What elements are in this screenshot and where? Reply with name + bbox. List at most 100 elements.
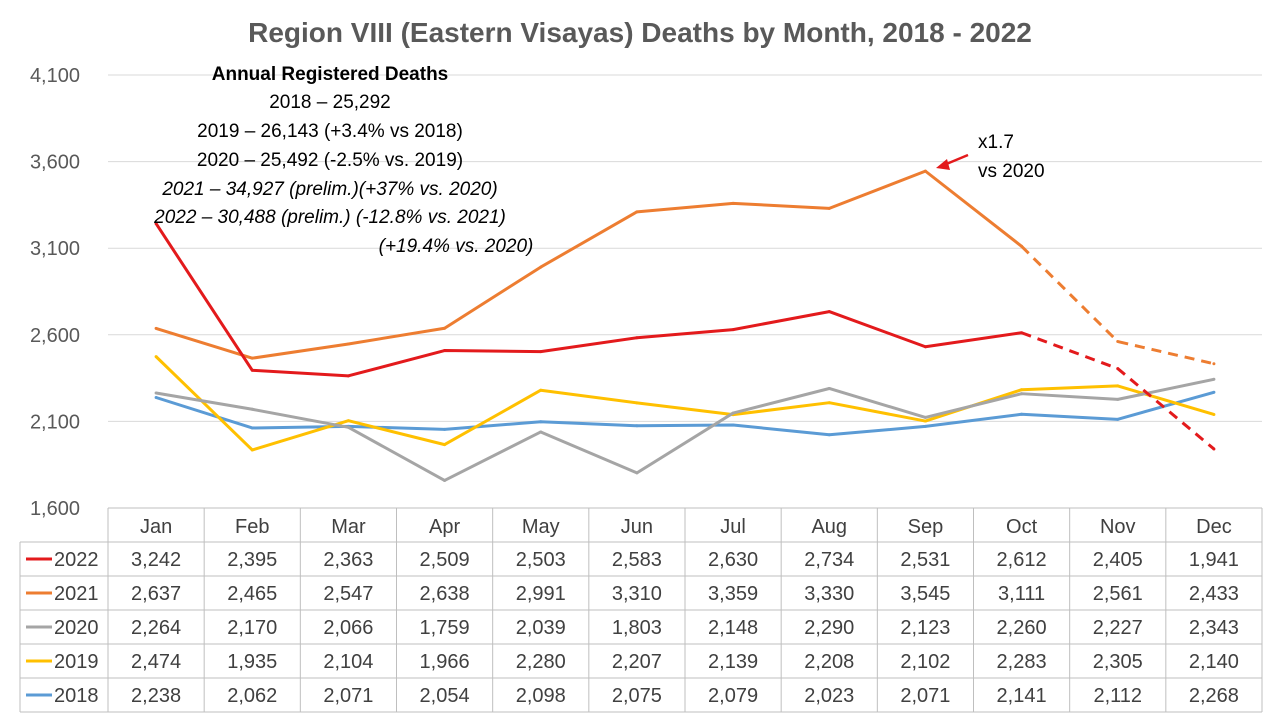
data-label: 3,545: [900, 583, 950, 605]
data-point-2018: [154, 395, 158, 399]
callout-line1: x1.7: [978, 132, 1014, 153]
data-label: 2,465: [227, 583, 277, 605]
data-label: 2,395: [227, 549, 277, 571]
data-point-2019: [635, 401, 639, 405]
data-label: 2,991: [516, 583, 566, 605]
data-label: 2,066: [323, 617, 373, 639]
data-label: 2,612: [997, 549, 1047, 571]
data-point-2022: [539, 350, 543, 354]
annual-summary-annotation: Annual Registered Deaths 2018 – 25,292 2…: [153, 64, 533, 257]
data-label: 2,023: [804, 685, 854, 707]
data-point-2021: [250, 356, 254, 360]
legend-label-2020: 2020: [54, 617, 99, 639]
data-label: 2,141: [997, 685, 1047, 707]
summary-line-2019: 2019 – 26,143 (+3.4% vs 2018): [197, 121, 463, 142]
data-label: 1,759: [420, 617, 470, 639]
data-label: 2,071: [323, 685, 373, 707]
series-line-2018: [155, 390, 1215, 437]
data-point-2018: [250, 426, 254, 430]
data-label: 2,268: [1189, 685, 1239, 707]
x-tick-label: Jan: [140, 516, 172, 538]
data-label: 1,941: [1189, 549, 1239, 571]
data-label: 2,054: [420, 685, 470, 707]
x-tick-label: May: [522, 516, 560, 538]
data-label: 2,561: [1093, 583, 1143, 605]
chart-title: Region VIII (Eastern Visayas) Deaths by …: [248, 17, 1032, 48]
data-label: 2,583: [612, 549, 662, 571]
data-label: 2,112: [1093, 685, 1142, 707]
data-label: 2,638: [420, 583, 470, 605]
summary-line-2022: 2022 – 30,488 (prelim.) (-12.8% vs. 2021…: [153, 207, 506, 228]
y-tick-label: 4,100: [30, 65, 80, 87]
data-label: 2,079: [708, 685, 758, 707]
x-tick-label: Sep: [908, 516, 944, 538]
data-point-2018: [443, 427, 447, 431]
data-point-2019: [154, 355, 158, 359]
data-point-2021: [923, 169, 927, 173]
data-point-2018: [1212, 390, 1216, 394]
callout-arrowhead-icon: [936, 159, 950, 170]
data-label: 2,139: [708, 651, 758, 673]
data-label: 2,734: [804, 549, 854, 571]
data-point-2022: [731, 328, 735, 332]
data-label: 2,227: [1093, 617, 1143, 639]
data-point-2022: [154, 222, 158, 226]
data-point-2021: [1116, 340, 1120, 344]
data-table: Jan Feb Mar Apr May Jun Jul Aug Sep Oct Nov Dec 2022…: [19, 507, 1263, 713]
data-point-2019: [539, 388, 543, 392]
data-label: 2,531: [900, 549, 950, 571]
data-point-2020: [443, 478, 447, 482]
data-label: 1,966: [420, 651, 470, 673]
callout-line2: vs 2020: [978, 161, 1045, 182]
data-label: 3,359: [708, 583, 758, 605]
data-label: 2,148: [708, 617, 758, 639]
data-label: 2,363: [323, 549, 373, 571]
series-line-2019: [155, 355, 1215, 452]
data-label: 2,075: [612, 685, 662, 707]
data-point-2018: [827, 433, 831, 437]
x1-7-callout: x1.7 vs 2020: [936, 132, 1045, 182]
data-point-2018: [635, 424, 639, 428]
y-tick-label: 1,600: [30, 498, 80, 520]
data-point-2022: [346, 374, 350, 378]
data-point-2022: [443, 349, 447, 353]
series-line-2021: [155, 169, 1023, 360]
data-point-2020: [154, 391, 158, 395]
data-label: 2,098: [516, 685, 566, 707]
data-label: 2,637: [131, 583, 181, 605]
data-label: 3,111: [998, 583, 1045, 605]
data-point-2019: [1020, 388, 1024, 392]
data-point-2022: [1212, 447, 1216, 451]
x-tick-label: Oct: [1006, 516, 1038, 538]
data-point-2019: [827, 401, 831, 405]
series-line-2022: [154, 222, 1022, 378]
legend-label-2019: 2019: [54, 651, 99, 673]
data-point-2020: [346, 425, 350, 429]
data-label: 2,104: [323, 651, 373, 673]
data-label: 3,330: [804, 583, 854, 605]
summary-line-2022-vs-2020: (+19.4% vs. 2020): [379, 236, 534, 257]
data-point-2022: [923, 345, 927, 349]
y-axis: 1,600 2,100 2,600 3,100 3,600 4,100: [30, 65, 80, 520]
data-point-2020: [539, 430, 543, 434]
data-label: 3,242: [131, 549, 181, 571]
data-point-2019: [923, 419, 927, 423]
data-label: 2,280: [516, 651, 566, 673]
data-point-2019: [346, 419, 350, 423]
data-point-2022: [1116, 367, 1120, 371]
data-label: 2,547: [323, 583, 373, 605]
data-point-2018: [1020, 412, 1024, 416]
data-point-2020: [923, 415, 927, 419]
series-line-2020: [155, 377, 1215, 482]
data-point-2019: [1212, 412, 1216, 416]
data-point-2018: [1116, 417, 1120, 421]
y-tick-label: 3,100: [30, 238, 80, 260]
data-point-2022: [635, 336, 639, 340]
legend-label-2018: 2018: [54, 685, 99, 707]
data-point-2020: [731, 411, 735, 415]
data-point-2018: [731, 423, 735, 427]
data-point-2020: [635, 471, 639, 475]
data-point-2021: [635, 210, 639, 214]
data-label: 1,935: [227, 651, 277, 673]
